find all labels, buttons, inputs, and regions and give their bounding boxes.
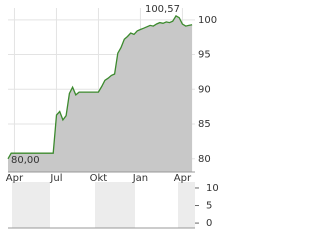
y-tick-label: 100	[198, 15, 217, 26]
chart: 80 85 90 95 100 Apr Jul Okt Jan Apr 80,00 100,57 0 5 1…	[6, 4, 219, 229]
page: {"chart_data": [ {"type": "area", "color…	[5, 3, 219, 230]
price-area	[8, 15, 193, 173]
price-line	[7, 15, 193, 160]
y-tick-label: 95	[198, 50, 211, 61]
y-tick-label: 0	[206, 218, 212, 229]
value-label: 80,00	[11, 155, 40, 166]
y-tick-label: 10	[206, 183, 219, 194]
x-tick-label: Apr	[174, 173, 192, 184]
y-tick-label: 90	[198, 84, 211, 95]
y-tick-label: 5	[206, 201, 212, 212]
value-label: 100,57	[145, 4, 180, 15]
period-band	[95, 182, 135, 228]
x-tick-label: Jul	[49, 173, 62, 184]
period-band	[178, 182, 195, 228]
y-tick-label: 80	[198, 154, 211, 165]
y-tick-label: 85	[198, 119, 211, 130]
period-band	[12, 182, 50, 228]
x-tick-label: Apr	[6, 173, 24, 184]
x-tick-label: Jan	[132, 173, 148, 184]
x-tick-label: Okt	[90, 173, 108, 184]
